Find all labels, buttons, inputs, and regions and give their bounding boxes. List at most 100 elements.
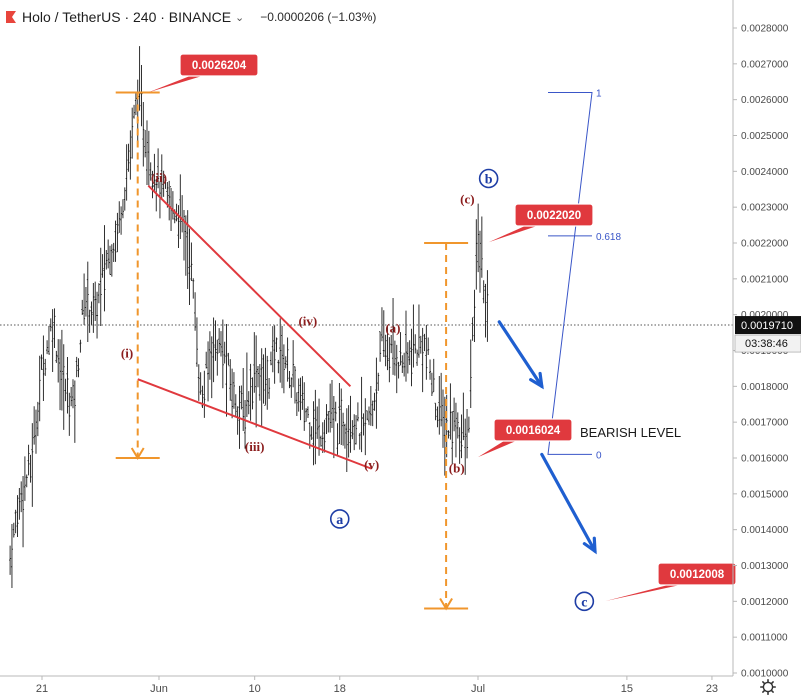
price-bar [379,331,382,362]
price-tick-label: 0.0025000 [741,131,789,142]
price-callout-box[interactable] [493,418,573,442]
price-tick-label: 0.0024000 [741,167,789,178]
price-bar [216,339,219,376]
price-bar [264,347,267,407]
price-bar [393,340,396,376]
price-bar [55,350,58,363]
price-bar [380,307,383,342]
price-bar [356,402,359,422]
price-bar [351,420,354,440]
price-callout-box[interactable] [514,203,594,227]
price-bar [127,143,130,172]
wedge-trendline[interactable] [137,378,373,470]
price-bar [334,401,337,422]
price-bar [192,278,195,299]
price-bar [103,225,106,312]
price-bar [110,244,113,277]
price-bar [408,340,411,365]
symbol-title[interactable]: Holo / TetherUS · 240 · BINANCE [22,9,232,25]
price-bar [436,406,439,428]
price-bar [157,148,160,189]
wave-circle [329,509,350,529]
fib-trend-line[interactable] [547,92,593,455]
price-bar [310,426,313,440]
wave-label: (ii) [151,170,167,185]
price-tick-label: 0.0016000 [741,454,789,465]
price-tick-label: 0.0013000 [741,561,789,572]
wave-circle-label: b [485,173,493,188]
price-bar [190,242,193,282]
price-bar [14,509,17,534]
price-bar [218,328,221,353]
price-bar [297,378,300,412]
price-bar [129,130,132,180]
price-bar [388,337,391,383]
price-bar [120,206,123,235]
price-bar [456,412,459,439]
price-bar [31,423,34,507]
price-tick-label: 0.0026000 [741,95,789,106]
price-bar [449,383,452,440]
price-bar [286,337,289,382]
price-bar [20,481,23,513]
price-bar [301,376,304,410]
price-bar [160,154,163,198]
chevron-down-icon[interactable]: ⌄ [235,11,245,24]
price-bar [138,46,141,111]
projection-arrow[interactable] [540,452,597,553]
price-bar [116,212,119,253]
price-bar [99,247,102,326]
price-bar [247,391,250,415]
price-callout-box[interactable] [179,53,259,77]
price-bar [477,203,480,273]
callout-pointer [148,76,202,93]
price-bar [410,328,413,387]
price-bar [234,394,237,416]
price-bar [9,545,12,575]
wedge-trendline[interactable] [147,184,352,388]
price-bar [112,242,115,262]
price-tick-label: 0.0012000 [741,597,789,608]
price-bar [305,408,308,422]
price-bar [23,456,26,501]
price-bar [114,220,117,262]
price-bar [473,289,476,342]
price-tick-label: 0.0018000 [741,382,789,393]
price-bar [471,317,474,341]
price-bar [212,317,215,383]
price-callout-box[interactable] [657,562,737,586]
price-bar [36,401,39,437]
gear-icon[interactable] [760,679,776,695]
price-bar [164,178,167,189]
price-bar [88,309,91,333]
price-bar [125,144,128,201]
price-bar [107,239,110,269]
price-bar [240,385,243,410]
price-bar [353,414,356,451]
price-bar [273,325,276,384]
callout-pointer [478,441,516,458]
price-bar [303,382,306,431]
wave-label: (iv) [298,313,317,328]
price-bar [430,372,433,397]
time-tick-label: 23 [706,683,718,695]
price-bar [423,333,426,352]
price-bar [277,359,280,374]
price-bar [412,304,415,368]
price-bar [482,280,485,304]
price-bar [258,363,261,401]
price-bar [425,324,428,380]
price-bar [290,377,293,398]
fib-level-label: 1 [596,89,602,100]
price-bar [133,104,136,119]
price-bar [478,230,481,293]
price-bar [316,406,319,439]
price-bar [327,411,330,433]
price-callout-text: 0.0022020 [527,210,581,222]
projection-arrow[interactable] [497,320,544,388]
price-bar [340,388,343,445]
price-bar [417,304,420,358]
price-bar [70,386,73,407]
